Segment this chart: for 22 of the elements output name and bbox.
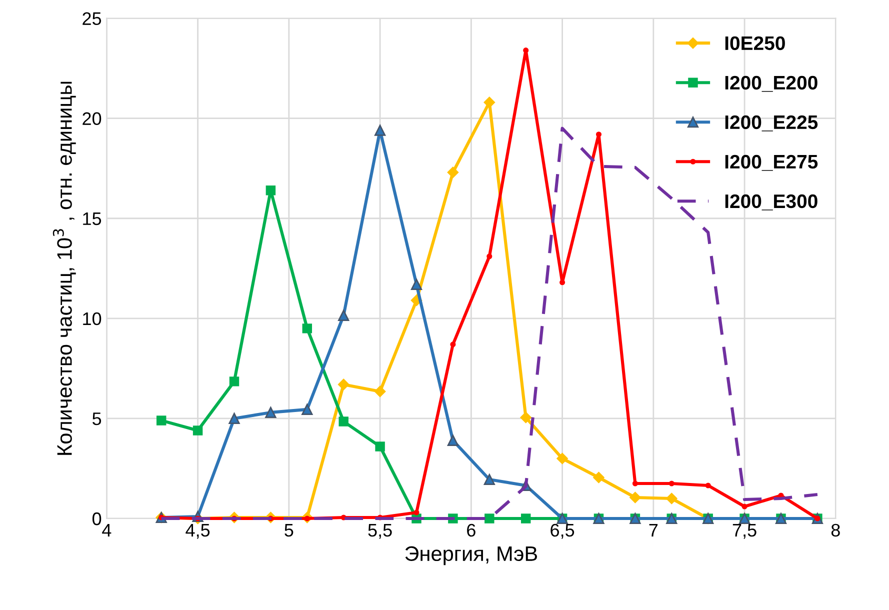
x-tick-label: 4	[102, 524, 112, 536]
legend-label: I200_E200	[725, 76, 818, 92]
x-tick-label: 7	[649, 524, 658, 536]
x-tick-label: 8	[831, 524, 840, 537]
y-tick-label: 20	[82, 112, 102, 126]
y-tick-label: 25	[82, 12, 102, 26]
legend-label: I200_E300	[725, 194, 818, 210]
y-tick-label: 10	[83, 312, 102, 326]
legend-label: I200_E225	[725, 115, 818, 132]
x-tick-label: 6	[467, 524, 476, 537]
x-tick-label: 5,5	[368, 524, 392, 539]
y-tick-label: 15	[83, 212, 102, 226]
y-tick-label: 0	[92, 512, 102, 526]
legend-label: I200_E275	[725, 154, 818, 171]
legend-label: I0E250	[725, 36, 785, 50]
y-tick-label: 5	[92, 412, 102, 426]
x-tick-label: 6,5	[550, 524, 574, 539]
x-tick-label: 4,5	[186, 524, 210, 539]
x-tick-label: 7,5	[732, 524, 756, 539]
y-axis-title: Количество частиц, 10$^{3}$ , отн. единицы	[52, 82, 76, 455]
x-axis-title: Энергия, МэВ	[405, 546, 538, 566]
x-tick-label: 5	[284, 524, 294, 537]
